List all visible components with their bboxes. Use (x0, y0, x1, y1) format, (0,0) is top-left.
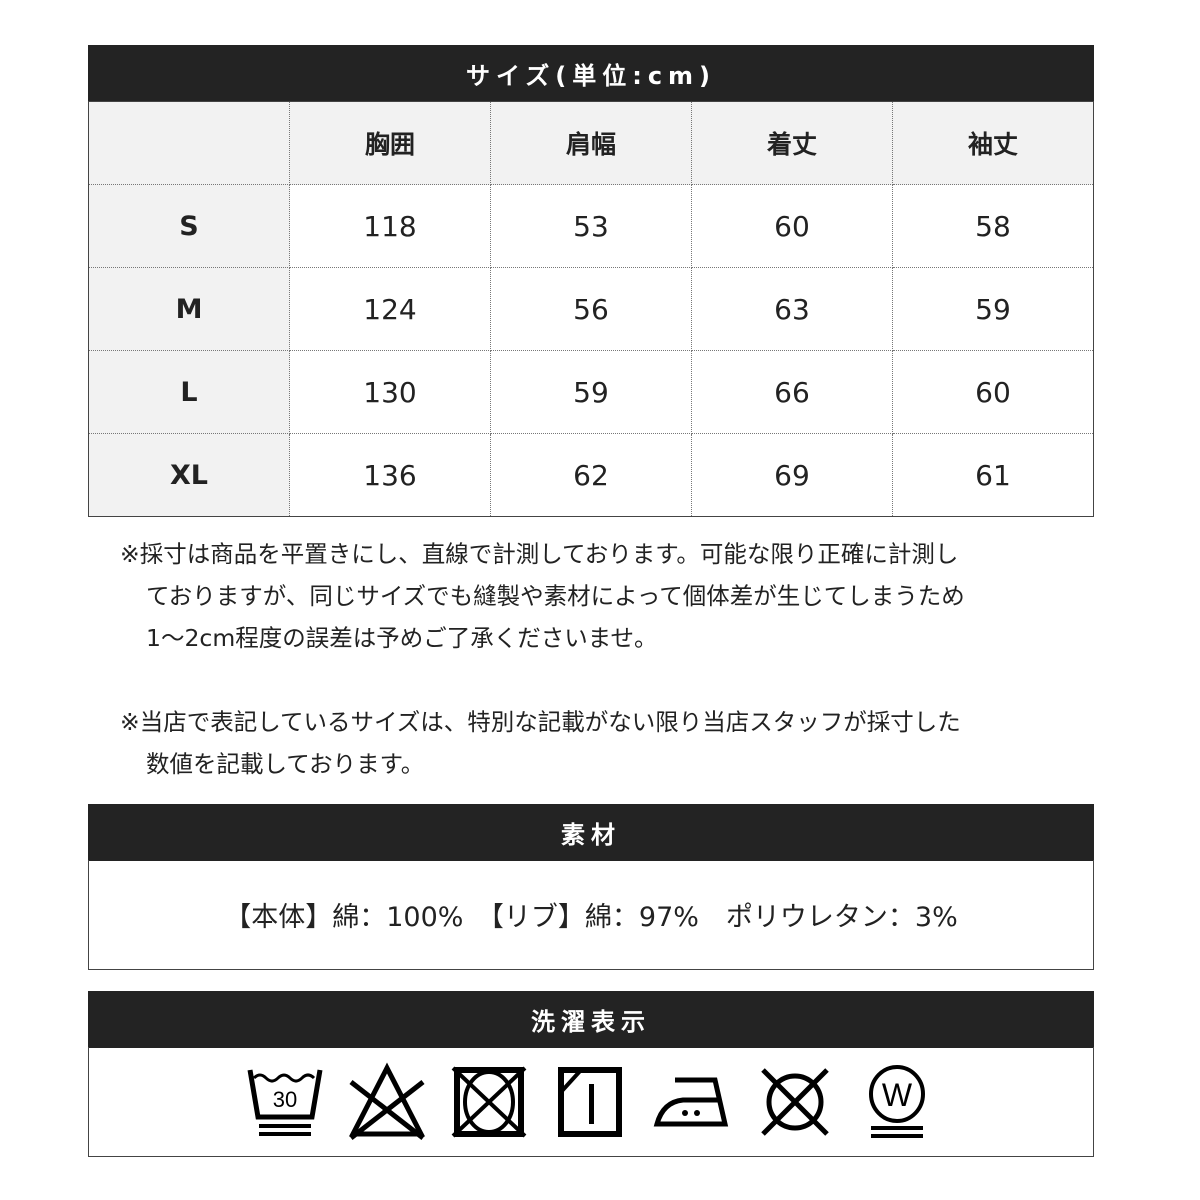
size-label: M (88, 267, 290, 351)
iron-medium-icon (653, 1077, 729, 1126)
care-title: 洗濯表示 (531, 1008, 651, 1036)
measurement-cell: 59 (892, 267, 1094, 351)
note: ※採寸は商品を平置きにし、直線で計測しております。可能な限り正確に計測し ており… (120, 533, 965, 659)
svg-text:30: 30 (273, 1087, 297, 1112)
measurement-cell: 56 (490, 267, 692, 351)
care-title-bar: 洗濯表示 (88, 991, 1094, 1048)
measurement-cell: 118 (289, 184, 491, 268)
measurement-cell: 69 (691, 433, 893, 517)
header-cell: 肩幅 (490, 101, 692, 185)
material-title: 素材 (561, 821, 621, 849)
measurement-cell: 62 (490, 433, 692, 517)
material-title-bar: 素材 (88, 804, 1094, 861)
header-cell: 胸囲 (289, 101, 491, 185)
measurement-cell: 136 (289, 433, 491, 517)
table-row: XL 136 62 69 61 (88, 433, 1094, 517)
table-row: S 118 53 60 58 (88, 184, 1094, 268)
no-bleach-icon (348, 1062, 426, 1140)
size-title: サイズ(単位:cm) (465, 62, 717, 90)
line-dry-shade-icon (558, 1066, 622, 1137)
note: ※当店で表記しているサイズは、特別な記載がない限り当店スタッフが採寸した 数値を… (120, 701, 965, 785)
measurement-cell: 61 (892, 433, 1094, 517)
material-text: 【本体】綿：100% 【リブ】綿：97% ポリウレタン：3% (224, 902, 958, 933)
table-row: M 124 56 63 59 (88, 267, 1094, 351)
measurement-cell: 66 (691, 350, 893, 434)
measurement-cell: 130 (289, 350, 491, 434)
material-box: 【本体】綿：100% 【リブ】綿：97% ポリウレタン：3% (88, 860, 1094, 970)
header-cell: 袖丈 (892, 101, 1094, 185)
wash-30-gentle-icon: 30 (247, 1069, 323, 1136)
measurement-cell: 60 (691, 184, 893, 268)
size-label: L (88, 350, 290, 434)
measurement-cell: 124 (289, 267, 491, 351)
care-box: 30 W (88, 1047, 1094, 1157)
wet-clean-gentle-icon: W (869, 1064, 925, 1138)
table-header-row: 胸囲 肩幅 着丈 袖丈 (88, 101, 1094, 185)
measurement-cell: 59 (490, 350, 692, 434)
table-row: L 130 59 66 60 (88, 350, 1094, 434)
size-label: XL (88, 433, 290, 517)
note-line: ておりますが、同じサイズでも縫製や素材によって個体差が生じてしまうため (146, 582, 965, 610)
header-cell (88, 101, 290, 185)
header-cell: 着丈 (691, 101, 893, 185)
note-line: 1～2cm程度の誤差は予めご了承くださいませ。 (146, 624, 658, 652)
no-tumble-dry-icon (451, 1066, 527, 1137)
measurement-cell: 60 (892, 350, 1094, 434)
size-label: S (88, 184, 290, 268)
svg-text:W: W (882, 1077, 913, 1113)
measurement-cell: 53 (490, 184, 692, 268)
measurement-cell: 63 (691, 267, 893, 351)
size-title-bar: サイズ(単位:cm) (88, 45, 1094, 102)
notes: ※採寸は商品を平置きにし、直線で計測しております。可能な限り正確に計測し ており… (120, 533, 965, 827)
note-line: ※当店で表記しているサイズは、特別な記載がない限り当店スタッフが採寸した (120, 708, 961, 736)
size-table: 胸囲 肩幅 着丈 袖丈 S 118 53 60 58 M 124 56 63 59 L 130 59 66… (88, 101, 1094, 517)
no-dry-clean-icon (761, 1067, 829, 1136)
note-line: 数値を記載しております。 (146, 750, 425, 778)
note-line: ※採寸は商品を平置きにし、直線で計測しております。可能な限り正確に計測し (120, 540, 959, 568)
measurement-cell: 58 (892, 184, 1094, 268)
